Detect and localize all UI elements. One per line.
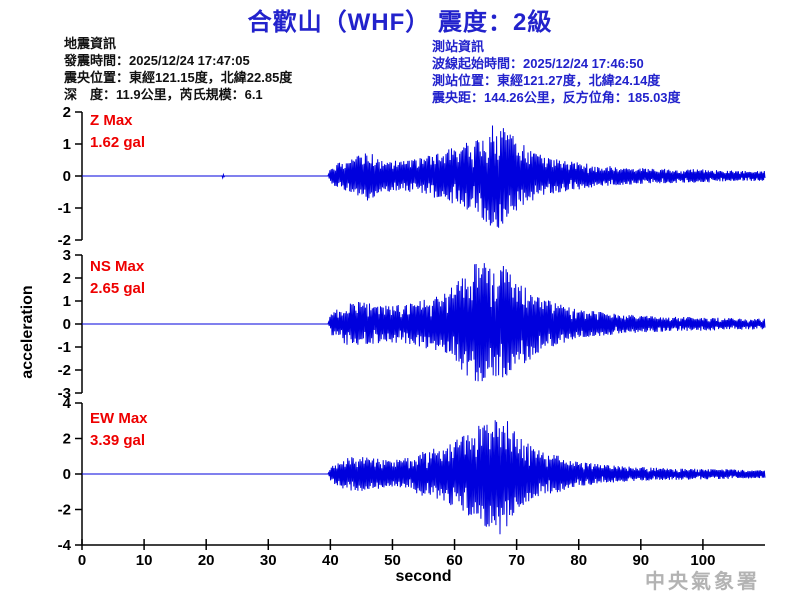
station-info-heading: 測站資訊 [432,39,485,54]
svg-text:40: 40 [322,552,339,569]
svg-text:4: 4 [63,395,72,412]
station-info-block: 測站資訊 波線起始時間：2025/12/24 17:46:50 測站位置：東經1… [432,38,681,106]
svg-text:60: 60 [446,552,463,569]
ew-max-value: 3.39 gal [90,432,146,449]
svg-text:50: 50 [384,552,401,569]
z-max-title: Z Max [90,112,133,129]
svg-text:-1: -1 [58,339,71,356]
earthquake-epicenter: 震央位置：東經121.15度，北緯22.85度 [64,70,293,85]
svg-text:2: 2 [63,270,71,287]
earthquake-origin-time: 發震時間：2025/12/24 17:47:05 [64,53,250,68]
ns-max-title: NS Max [90,258,145,275]
svg-text:-4: -4 [58,537,72,554]
earthquake-depth-magnitude: 深 度：11.9公里，芮氏規模：6.1 [64,87,263,102]
svg-text:1: 1 [63,293,71,310]
svg-text:0: 0 [78,552,86,569]
ns-max-value: 2.65 gal [90,280,146,297]
y-axis-label: acceleration [19,285,36,379]
svg-text:-3: -3 [58,385,71,402]
ew-max-title: EW Max [90,410,148,427]
svg-text:70: 70 [508,552,525,569]
svg-text:-2: -2 [58,502,71,519]
station-location: 測站位置：東經121.27度，北緯24.14度 [432,73,661,88]
svg-text:2: 2 [63,431,71,448]
x-axis-label: second [395,568,452,585]
svg-text:30: 30 [260,552,277,569]
svg-text:-1: -1 [58,200,71,217]
z-max-label: Z Max 1.62 gal [90,110,145,154]
z-max-value: 1.62 gal [90,134,146,151]
svg-text:20: 20 [198,552,215,569]
earthquake-info-heading: 地震資訊 [64,36,117,51]
svg-text:0: 0 [63,466,71,483]
svg-text:90: 90 [632,552,649,569]
svg-text:0: 0 [63,168,71,185]
ns-max-label: NS Max 2.65 gal [90,256,145,300]
station-trace-start-time: 波線起始時間：2025/12/24 17:46:50 [432,56,644,71]
svg-text:-2: -2 [58,232,71,249]
agency-watermark: 中央氣象署 [645,571,760,593]
svg-text:10: 10 [136,552,153,569]
svg-text:2: 2 [63,104,71,121]
svg-text:3: 3 [63,247,71,264]
ew-max-label: EW Max 3.39 gal [90,408,148,452]
svg-text:0: 0 [63,316,71,333]
svg-text:100: 100 [690,552,715,569]
svg-text:-2: -2 [58,362,71,379]
svg-text:80: 80 [570,552,587,569]
station-epicentral-distance: 震央距：144.26公里，反方位角：185.03度 [432,90,681,105]
svg-text:1: 1 [63,136,71,153]
earthquake-info-block: 地震資訊 發震時間：2025/12/24 17:47:05 震央位置：東經121… [64,35,292,103]
page-title: 合歡山（WHF） 震度：2級 [247,9,553,36]
